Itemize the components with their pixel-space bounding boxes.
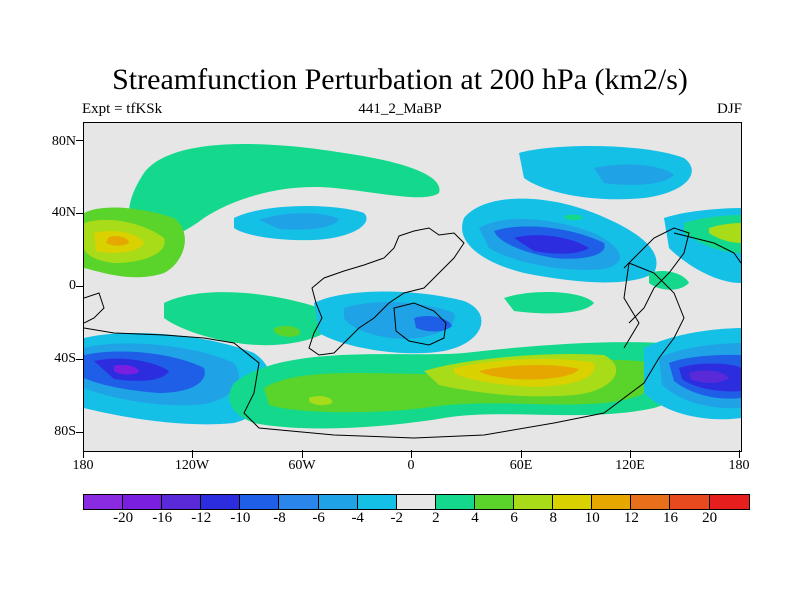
lat-tick bbox=[76, 213, 83, 214]
contour-north-green bbox=[84, 144, 440, 278]
lon-label-60w: 60W bbox=[288, 458, 316, 473]
lat-label-80s: 80S bbox=[54, 424, 76, 439]
lon-tick bbox=[411, 450, 412, 458]
colorbar-label: -6 bbox=[312, 510, 325, 526]
chart-title: Streamfunction Perturbation at 200 hPa (… bbox=[112, 63, 688, 96]
colorbar-swatch bbox=[553, 495, 593, 509]
colorbar-swatch bbox=[709, 495, 749, 509]
lat-label-eq: 0 bbox=[69, 278, 76, 293]
colorbar-label: -2 bbox=[390, 510, 404, 526]
colorbar-swatch bbox=[123, 495, 163, 509]
contour-south-east-blue bbox=[644, 328, 741, 420]
colorbar-swatch bbox=[631, 495, 671, 509]
colorbar-swatch bbox=[514, 495, 554, 509]
colorbar-swatch bbox=[357, 495, 397, 509]
colorbar-swatch bbox=[240, 495, 280, 509]
lon-label-120e: 120E bbox=[615, 458, 645, 473]
colorbar-label: 10 bbox=[584, 510, 600, 526]
land-outline bbox=[84, 227, 741, 439]
lon-label-120w: 120W bbox=[174, 458, 210, 473]
contour-central-blue bbox=[314, 291, 482, 354]
lon-tick bbox=[302, 450, 303, 458]
colorbar-label: 16 bbox=[663, 510, 678, 526]
colorbar-label: 20 bbox=[702, 510, 718, 526]
contour-asia-blue bbox=[462, 146, 692, 283]
colorbar-swatch bbox=[435, 495, 475, 509]
contour-tropical-east bbox=[504, 271, 689, 314]
lat-tick bbox=[76, 432, 83, 433]
colorbar-label: -16 bbox=[152, 510, 173, 526]
lat-tick bbox=[76, 286, 83, 287]
lat-tick bbox=[76, 359, 83, 360]
contour-south-west-blue bbox=[84, 333, 272, 425]
colorbar-swatch bbox=[670, 495, 710, 509]
contour-atlantic-blue bbox=[234, 206, 367, 241]
lon-label-180e: 180 bbox=[728, 458, 750, 473]
colorbar-label: 6 bbox=[510, 510, 518, 526]
lon-tick bbox=[630, 450, 631, 458]
streamfunction-map bbox=[84, 144, 741, 439]
lat-label-80n: 80N bbox=[51, 134, 76, 149]
colorbar-label: -12 bbox=[191, 510, 212, 526]
colorbar-label: -4 bbox=[351, 510, 364, 526]
lon-tick bbox=[192, 450, 193, 458]
lat-label-40s: 40S bbox=[54, 351, 76, 366]
colorbar-label: 2 bbox=[432, 510, 440, 526]
lon-label-60e: 60E bbox=[509, 458, 533, 473]
colorbar-swatch bbox=[318, 495, 358, 509]
map-panel bbox=[83, 122, 742, 452]
season-label: DJF bbox=[716, 101, 742, 117]
colorbar-label: -20 bbox=[113, 510, 134, 526]
colorbar-label: 8 bbox=[549, 510, 557, 526]
colorbar-label: -10 bbox=[230, 510, 251, 526]
lon-tick bbox=[83, 450, 84, 458]
contour-south-green-band bbox=[229, 342, 701, 429]
colorbar-swatch bbox=[474, 495, 515, 509]
colorbar-swatch bbox=[84, 495, 124, 509]
colorbar-label: 12 bbox=[623, 510, 639, 526]
experiment-label: Expt = tfKSk bbox=[82, 101, 163, 117]
colorbar-label: -8 bbox=[273, 510, 286, 526]
colorbar-label: 4 bbox=[471, 510, 479, 526]
contour-tropical-green bbox=[164, 292, 336, 346]
colorbar bbox=[83, 494, 750, 510]
lat-label-40n: 40N bbox=[51, 205, 76, 220]
colorbar-swatch bbox=[162, 495, 202, 509]
lat-tick bbox=[76, 140, 83, 141]
lon-label-180w: 180 bbox=[72, 458, 94, 473]
colorbar-swatch bbox=[279, 495, 319, 509]
colorbar-swatch bbox=[396, 495, 436, 509]
colorbar-swatch bbox=[592, 495, 632, 509]
lon-tick bbox=[521, 450, 522, 458]
lon-label-0: 0 bbox=[407, 458, 415, 473]
contour-northeast-green bbox=[564, 208, 741, 283]
colorbar-swatch bbox=[201, 495, 241, 509]
lon-tick bbox=[739, 450, 740, 458]
run-label: 441_2_MaBP bbox=[358, 101, 442, 117]
